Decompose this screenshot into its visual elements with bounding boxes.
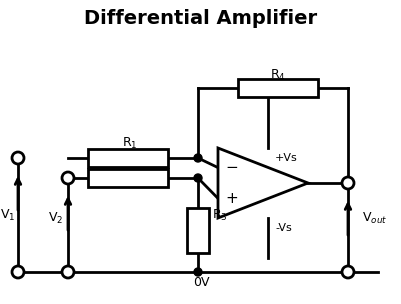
Text: +Vs: +Vs <box>274 153 297 163</box>
Circle shape <box>343 179 351 187</box>
Text: V$_1$: V$_1$ <box>0 207 16 223</box>
Text: V$_2$: V$_2$ <box>48 210 63 226</box>
Text: -Vs: -Vs <box>274 223 291 233</box>
Text: +: + <box>225 191 238 206</box>
Text: Differential Amplifier: Differential Amplifier <box>84 9 317 27</box>
Circle shape <box>194 174 201 182</box>
Circle shape <box>341 177 353 189</box>
Text: R$_3$: R$_3$ <box>211 207 227 223</box>
Text: 0V: 0V <box>192 275 209 288</box>
Circle shape <box>194 268 201 276</box>
Text: V$_{out}$: V$_{out}$ <box>361 210 386 226</box>
Text: R$_4$: R$_4$ <box>269 67 285 83</box>
Circle shape <box>341 266 353 278</box>
Circle shape <box>62 172 74 184</box>
Circle shape <box>194 154 201 162</box>
Bar <box>88 169 168 187</box>
Circle shape <box>12 266 24 278</box>
Bar <box>237 79 317 97</box>
Text: R$_1$: R$_1$ <box>122 136 138 150</box>
Bar <box>186 208 209 253</box>
Polygon shape <box>217 148 307 218</box>
Text: −: − <box>225 160 238 175</box>
Text: R$_2$: R$_2$ <box>122 155 138 171</box>
Circle shape <box>12 152 24 164</box>
Circle shape <box>62 266 74 278</box>
Circle shape <box>343 179 351 187</box>
Bar <box>88 149 168 167</box>
